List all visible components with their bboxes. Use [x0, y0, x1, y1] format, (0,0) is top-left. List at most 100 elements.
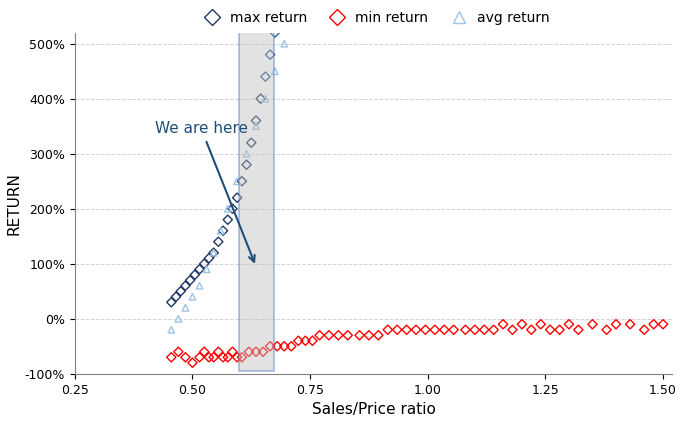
- Point: [203, 354, 214, 361]
- Point: [256, 95, 266, 102]
- Point: [460, 326, 471, 333]
- Point: [610, 321, 621, 328]
- Point: [194, 354, 205, 361]
- Point: [439, 326, 450, 333]
- Point: [307, 338, 318, 344]
- Point: [323, 332, 334, 339]
- Point: [241, 150, 252, 157]
- Point: [269, 68, 280, 75]
- Point: [479, 326, 490, 333]
- Point: [223, 216, 234, 223]
- Point: [194, 282, 205, 289]
- Point: [180, 282, 191, 289]
- Point: [564, 321, 575, 328]
- Point: [215, 227, 226, 234]
- Point: [251, 117, 262, 124]
- Point: [166, 326, 177, 333]
- Point: [194, 266, 205, 273]
- Point: [648, 321, 659, 328]
- Point: [251, 349, 262, 355]
- Point: [232, 194, 242, 201]
- Point: [507, 326, 518, 333]
- Point: [279, 40, 290, 47]
- Point: [208, 249, 219, 256]
- Point: [246, 139, 257, 146]
- Point: [342, 332, 353, 339]
- Point: [535, 321, 546, 328]
- Point: [236, 354, 247, 361]
- Point: [185, 277, 196, 284]
- Point: [420, 326, 431, 333]
- Point: [554, 326, 565, 333]
- Point: [175, 288, 186, 295]
- Point: [526, 326, 537, 333]
- Point: [187, 293, 198, 300]
- Point: [260, 95, 271, 102]
- Point: [189, 271, 200, 278]
- Point: [601, 326, 612, 333]
- Point: [658, 321, 669, 328]
- Point: [264, 51, 275, 58]
- Point: [488, 326, 499, 333]
- Point: [218, 354, 229, 361]
- Point: [392, 326, 403, 333]
- Point: [288, 7, 299, 14]
- Point: [638, 326, 649, 333]
- Point: [213, 238, 224, 245]
- Point: [199, 349, 210, 355]
- Point: [264, 343, 275, 350]
- Point: [269, 29, 280, 36]
- Point: [173, 349, 184, 355]
- Point: [218, 227, 229, 234]
- Point: [232, 178, 242, 184]
- Point: [497, 321, 508, 328]
- Point: [227, 205, 238, 212]
- Point: [241, 161, 252, 168]
- Point: [300, 338, 311, 344]
- Point: [429, 326, 440, 333]
- Point: [180, 304, 191, 311]
- Point: [272, 343, 283, 350]
- Point: [279, 343, 290, 350]
- Point: [260, 73, 271, 80]
- Point: [382, 326, 393, 333]
- Point: [201, 266, 212, 273]
- Point: [354, 332, 365, 339]
- Text: We are here: We are here: [155, 121, 255, 262]
- Point: [232, 354, 242, 361]
- Legend: max return, min return, avg return: max return, min return, avg return: [192, 6, 556, 31]
- Point: [166, 354, 177, 361]
- Point: [587, 321, 598, 328]
- Point: [545, 326, 556, 333]
- Point: [410, 326, 421, 333]
- Bar: [238, 0, 274, 371]
- Point: [401, 326, 412, 333]
- Point: [243, 349, 254, 355]
- Point: [333, 332, 344, 339]
- Point: [625, 321, 636, 328]
- Point: [274, 2, 285, 8]
- Point: [166, 299, 177, 306]
- Point: [573, 326, 584, 333]
- Point: [171, 293, 182, 300]
- Point: [173, 315, 184, 322]
- Point: [293, 338, 304, 344]
- Point: [251, 123, 262, 130]
- Point: [203, 255, 214, 262]
- Point: [208, 249, 219, 256]
- Point: [213, 349, 224, 355]
- X-axis label: Sales/Price ratio: Sales/Price ratio: [312, 402, 436, 417]
- Point: [258, 349, 269, 355]
- Point: [180, 354, 191, 361]
- Y-axis label: RETURN: RETURN: [7, 172, 22, 234]
- Point: [187, 360, 198, 366]
- Point: [227, 349, 238, 355]
- Point: [223, 205, 234, 212]
- Point: [373, 332, 384, 339]
- Point: [208, 354, 219, 361]
- Point: [286, 343, 297, 350]
- Point: [314, 332, 325, 339]
- Point: [516, 321, 527, 328]
- Point: [448, 326, 459, 333]
- Point: [236, 178, 247, 184]
